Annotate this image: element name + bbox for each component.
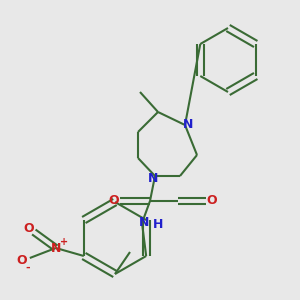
Text: O: O [109, 194, 119, 208]
Text: N: N [183, 118, 193, 131]
Text: O: O [207, 194, 217, 208]
Text: O: O [16, 254, 27, 266]
Text: N: N [51, 242, 61, 254]
Text: N: N [148, 172, 158, 184]
Text: +: + [60, 237, 68, 247]
Text: O: O [23, 221, 34, 235]
Text: H: H [153, 218, 163, 232]
Text: -: - [26, 263, 30, 273]
Text: N: N [139, 217, 149, 230]
